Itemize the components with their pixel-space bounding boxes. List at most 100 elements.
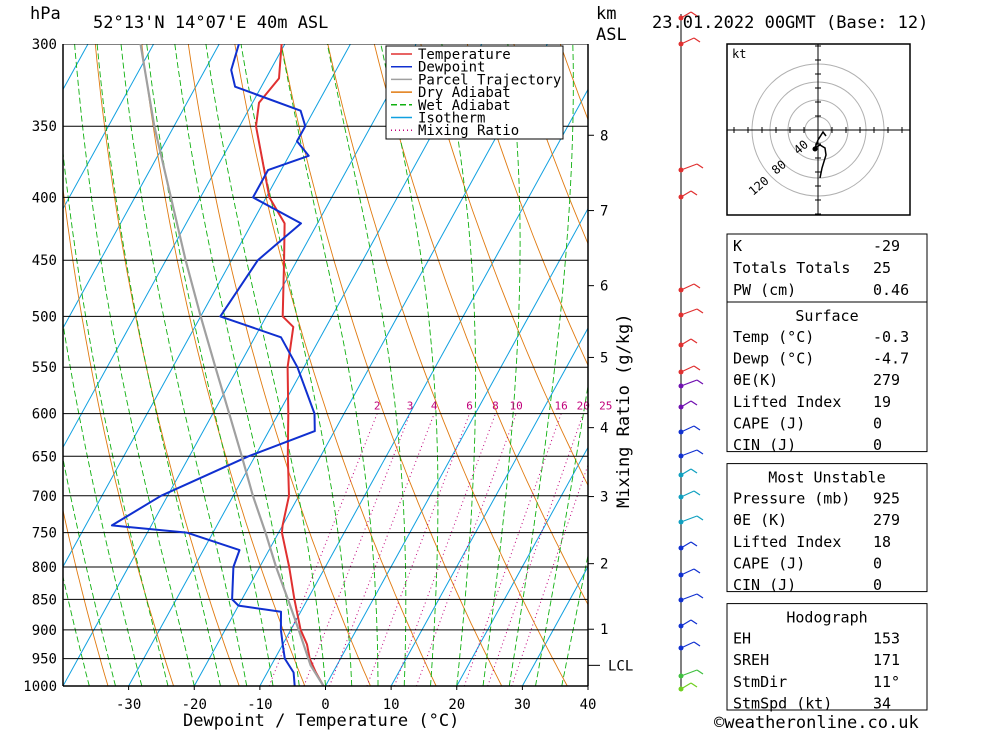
wind-barb-flag xyxy=(680,568,695,576)
km-unit: km xyxy=(596,4,616,24)
km-tick-8: 8 xyxy=(600,128,608,144)
general-row-value: 0.46 xyxy=(873,281,909,299)
wind-barb-flag xyxy=(693,568,701,574)
section-1-row-value: 279 xyxy=(873,511,900,529)
wind-barb-flag xyxy=(690,468,698,474)
wind-barb-flag xyxy=(680,490,695,498)
dry-adiabat xyxy=(373,44,588,606)
wet-adiabat xyxy=(205,44,326,686)
credit-text: ©weatheronline.co.uk xyxy=(714,713,919,733)
general-row-value: -29 xyxy=(873,237,900,255)
section-2-row-value: 171 xyxy=(873,651,900,669)
mixing-ratio-label-4: 4 xyxy=(431,400,438,413)
isotherm xyxy=(456,446,588,686)
hodograph-unit: kt xyxy=(732,47,746,61)
asl-unit: ASL xyxy=(596,25,627,45)
wet-adiabat xyxy=(174,44,300,686)
pressure-tick-1000: 1000 xyxy=(23,679,57,695)
wet-adiabat xyxy=(441,44,477,686)
wind-barb-flag xyxy=(690,11,698,17)
pressure-tick-400: 400 xyxy=(32,190,57,206)
mixing-ratio-label-20: 20 xyxy=(577,400,590,413)
wind-barb-flag xyxy=(693,37,701,43)
indices-tables: K -29 Totals Totals 25 PW (cm) 0.46 Surface Tem… xyxy=(726,233,928,712)
pressure-tick-550: 550 xyxy=(32,360,57,376)
wet-adiabat xyxy=(120,44,248,686)
isotherm xyxy=(259,88,588,686)
section-2-row-label: StmDir xyxy=(733,673,787,691)
km-tick-5: 5 xyxy=(600,350,608,366)
wind-barb-flag xyxy=(680,449,698,457)
mixing-ratio-line-25 xyxy=(511,463,588,686)
dry-adiabat xyxy=(63,508,109,686)
dry-adiabat xyxy=(94,44,240,686)
wet-adiabat-lines xyxy=(63,44,588,686)
x-tick-0: 0 xyxy=(321,697,329,713)
wind-barb-flag xyxy=(680,37,695,45)
mixing-ratio-label-8: 8 xyxy=(492,400,499,413)
lcl-label: LCL xyxy=(608,658,633,674)
section-1-row-label: Pressure (mb) xyxy=(733,490,850,508)
section-0-row-value: -0.3 xyxy=(873,328,909,346)
wet-adiabat xyxy=(561,553,588,686)
wind-barb-flag xyxy=(696,308,704,314)
section-0-row-label: CIN (J) xyxy=(733,436,796,454)
legend-label-parcel: Parcel Trajectory xyxy=(418,72,561,88)
mixing-ratio-label-2: 2 xyxy=(374,400,381,413)
x-tick-30: 30 xyxy=(514,697,531,713)
x-tick-40: 40 xyxy=(580,697,597,713)
wind-barb-flag xyxy=(680,400,692,408)
section-0-row-value: 0 xyxy=(873,414,882,432)
wet-adiabat xyxy=(74,44,195,686)
wind-barb-flag xyxy=(680,593,698,601)
wind-barb-flag xyxy=(696,669,704,675)
wind-barb-flag xyxy=(693,283,701,289)
section-0-row-label: CAPE (J) xyxy=(733,414,805,432)
height-tick-labels: 8 7 6 5 4 3 2 1 LCL xyxy=(588,128,633,674)
section-title-1: Most Unstable xyxy=(768,469,885,487)
hodograph-storm-motion xyxy=(812,146,818,152)
km-tick-3: 3 xyxy=(600,490,608,506)
section-title-2: Hodograph xyxy=(786,609,867,627)
x-tick-10: 10 xyxy=(383,697,400,713)
section-1-row-value: 0 xyxy=(873,554,882,572)
wind-barb-flag xyxy=(680,619,692,627)
pressure-tick-600: 600 xyxy=(32,407,57,423)
section-2-row-label: SREH xyxy=(733,651,769,669)
general-row-label: K xyxy=(733,237,742,255)
wind-barb-flag xyxy=(696,379,704,385)
section-2-row-value: 11° xyxy=(873,673,900,691)
wind-barb-flag xyxy=(680,468,692,476)
wind-barb-flag xyxy=(693,425,701,431)
wind-barb-flag xyxy=(680,669,698,677)
section-1-row-label: Lifted Index xyxy=(733,533,841,551)
mixing-ratio-line-8 xyxy=(394,413,496,686)
dry-adiabat xyxy=(234,44,437,686)
wet-adiabat xyxy=(63,574,90,686)
mixing-ratio-labels: 2 3 4 6 8 10 16 20 25 xyxy=(374,400,612,413)
mixing-ratio-label-3: 3 xyxy=(407,400,414,413)
section-box-1 xyxy=(726,463,928,593)
pressure-tick-300: 300 xyxy=(32,37,57,53)
wind-barb-flag xyxy=(680,338,692,346)
wind-barb-flag xyxy=(690,541,698,547)
section-title-0: Surface xyxy=(795,307,858,325)
location-title: 52°13'N 14°07'E 40m ASL xyxy=(93,13,328,33)
wet-adiabat xyxy=(63,456,116,686)
x-tick--20: -20 xyxy=(182,697,207,713)
datetime-title: 23.01.2022 00GMT (Base: 12) xyxy=(652,13,928,33)
isotherm xyxy=(0,44,22,686)
wind-barb-flag xyxy=(680,11,692,19)
mixing-ratio-label-10: 10 xyxy=(510,400,523,413)
mixing-ratio-label-25: 25 xyxy=(599,400,612,413)
isotherm xyxy=(128,44,483,686)
pressure-tick-800: 800 xyxy=(32,560,57,576)
isotherm xyxy=(390,327,588,686)
section-box-2 xyxy=(726,603,928,711)
section-1-row-label: θE (K) xyxy=(733,511,787,529)
section-2-row-label: EH xyxy=(733,630,751,648)
mixing-ratio-lines xyxy=(268,413,588,686)
section-0-row-value: 0 xyxy=(873,436,882,454)
wind-barb-flag xyxy=(690,682,698,688)
